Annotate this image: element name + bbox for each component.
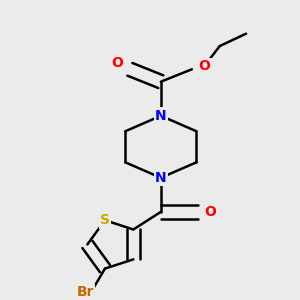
Text: Br: Br [76,285,94,299]
Text: O: O [112,56,123,70]
Text: N: N [155,109,167,123]
Text: N: N [155,171,167,185]
Text: O: O [198,59,210,73]
Text: S: S [100,213,110,227]
Text: O: O [205,205,216,219]
